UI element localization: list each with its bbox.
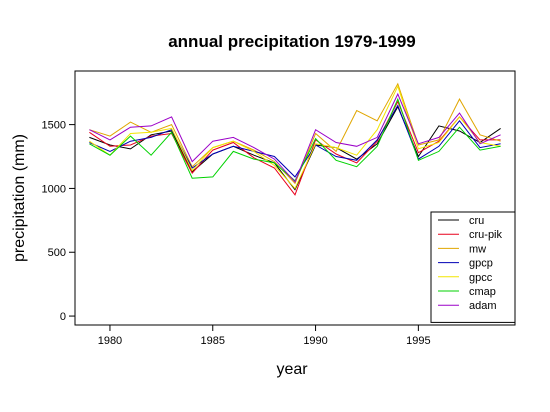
- legend-label-mw: mw: [469, 243, 486, 255]
- series-line-mw: [89, 82, 501, 185]
- legend-label-gpcp: gpcp: [469, 258, 493, 270]
- series-line-gpcc: [89, 84, 501, 190]
- y-tick-label: 1000: [42, 183, 66, 195]
- series-line-cru: [89, 105, 501, 191]
- y-tick-label: 1500: [42, 120, 66, 132]
- y-axis-title: precipitation (mm): [11, 134, 28, 262]
- series-line-adam: [89, 92, 501, 183]
- series-line-gpcp: [89, 104, 501, 178]
- x-tick-label: 1980: [98, 335, 122, 347]
- x-tick-label: 1995: [406, 335, 430, 347]
- x-tick-label: 1990: [303, 335, 327, 347]
- chart-title: annual precipitation 1979-1999: [168, 32, 416, 51]
- x-axis-title: year: [276, 361, 308, 378]
- y-tick-label: 0: [60, 311, 66, 323]
- x-axis: 1980 1985 1990 1995: [98, 325, 431, 347]
- y-axis: 0 500 1000 1500: [42, 120, 75, 323]
- series-lines: [89, 82, 501, 196]
- legend-label-cmap: cmap: [469, 286, 496, 298]
- plot-frame: [74, 70, 516, 326]
- legend-label-adam: adam: [469, 300, 497, 312]
- legend: cru cru-pik mw gpcp gpcc cmap adam: [430, 211, 516, 323]
- y-tick-label: 500: [48, 247, 66, 259]
- x-tick-label: 1985: [201, 335, 225, 347]
- legend-label-cru: cru: [469, 215, 484, 227]
- legend-label-cru-pik: cru-pik: [469, 229, 503, 241]
- legend-label-gpcc: gpcc: [469, 272, 493, 284]
- legend-box: [430, 211, 516, 323]
